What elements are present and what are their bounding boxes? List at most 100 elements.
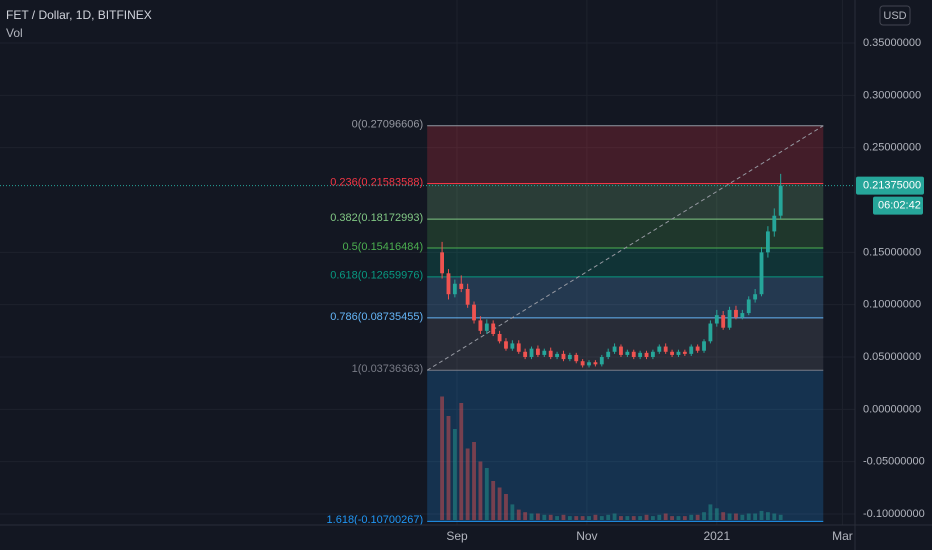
chart-title: FET / Dollar, 1D, BITFINEX	[6, 8, 152, 22]
volume-bar	[657, 514, 662, 520]
volume-bar	[523, 512, 528, 520]
candle-body	[561, 353, 566, 360]
fib-label: 0.382(0.18172993)	[330, 212, 423, 224]
volume-bar	[676, 516, 681, 520]
volume-bar	[689, 514, 694, 520]
volume-bar	[459, 403, 464, 520]
x-tick-label: Mar	[832, 529, 853, 543]
volume-label: Vol	[6, 26, 23, 40]
y-tick-label: 0.00000000	[863, 403, 921, 415]
volume-bar	[567, 516, 572, 520]
candle-body	[599, 357, 604, 365]
volume-bar	[740, 514, 745, 520]
candle-body	[746, 299, 751, 314]
candle-body	[734, 309, 738, 318]
candle-body	[472, 304, 476, 321]
candle-body	[555, 353, 559, 358]
candle-body	[657, 346, 662, 352]
y-tick-label: 0.15000000	[863, 246, 921, 258]
fib-zone	[427, 219, 824, 248]
candle-body	[612, 346, 617, 352]
volume-bar	[446, 416, 451, 520]
y-tick-label: 0.30000000	[863, 89, 921, 101]
candle-body	[535, 348, 540, 355]
candle-body	[497, 333, 502, 342]
volume-bar	[555, 516, 559, 520]
candle-body	[504, 341, 508, 349]
volume-bar	[650, 516, 655, 520]
candle-body	[484, 323, 489, 331]
candle-body	[638, 352, 643, 358]
fib-label: 1(0.03736363)	[352, 363, 424, 375]
volume-bar	[644, 514, 649, 520]
fib-label: 0.786(0.08735455)	[330, 311, 423, 323]
volume-bar	[734, 513, 738, 520]
volume-bar	[727, 513, 732, 520]
volume-bar	[702, 512, 706, 520]
volume-bar	[606, 514, 611, 520]
fib-label: 0.618(0.12659976)	[330, 270, 423, 282]
candle-body	[650, 351, 655, 358]
volume-bar	[497, 487, 502, 520]
y-tick-label: 0.10000000	[863, 299, 921, 311]
candle-body	[753, 294, 758, 300]
volume-bar	[574, 516, 579, 520]
candle-body	[721, 315, 726, 328]
fib-tool: 0(0.27096606) 0.236(0.21583588) 0.382(0.18…	[327, 119, 824, 526]
candle-body	[702, 341, 706, 351]
candle-body	[587, 362, 591, 366]
candle-body	[695, 346, 700, 351]
candle-body	[714, 315, 719, 324]
x-tick-label: Nov	[576, 529, 597, 543]
volume-bar	[759, 510, 764, 520]
volume-bar	[535, 513, 540, 520]
fib-zone	[427, 183, 824, 220]
candle-body	[740, 313, 745, 318]
grid	[0, 0, 855, 525]
volume-bar	[465, 448, 470, 520]
candle-body	[574, 354, 579, 362]
fib-zone	[427, 125, 824, 184]
y-tick-label: 0.25000000	[863, 142, 921, 154]
volume-bar	[721, 512, 726, 520]
volume-bar	[580, 516, 585, 520]
candle-body	[676, 351, 681, 355]
candle-body	[446, 273, 451, 295]
candle-body	[523, 351, 528, 358]
currency-button[interactable]	[879, 5, 911, 26]
candle-body	[516, 343, 521, 352]
candle-body	[625, 351, 630, 355]
volume-bar	[504, 494, 508, 520]
volume-bar	[548, 514, 553, 520]
volume-bar	[670, 516, 674, 520]
x-tick-label: Sep	[446, 529, 468, 543]
volume-bar	[612, 513, 617, 520]
candle-body	[670, 351, 674, 355]
volume-bar	[491, 481, 496, 520]
candle-body	[765, 231, 770, 253]
volume-bar	[452, 429, 457, 520]
volume-bar	[529, 513, 534, 520]
candle-body	[663, 346, 668, 352]
volume-bar	[708, 504, 713, 520]
volume-bar	[510, 504, 515, 520]
volume-bar	[478, 461, 483, 520]
candle-body	[529, 348, 534, 358]
candle-body	[510, 343, 515, 349]
fib-zone	[427, 247, 824, 277]
volume-bar	[599, 516, 604, 520]
candle-body	[542, 350, 547, 355]
candle-body	[689, 346, 694, 354]
last-price-box	[856, 176, 924, 195]
volume-bar	[714, 508, 719, 520]
fib-label: 0(0.27096606)	[352, 119, 424, 131]
volume-bar	[484, 468, 489, 520]
candle-body	[759, 252, 764, 295]
candle-body	[708, 323, 713, 342]
volume-bar	[593, 514, 598, 520]
last-price-label: 0.21375000	[863, 180, 921, 192]
volume-bar	[561, 514, 566, 520]
candle-body	[682, 351, 687, 354]
